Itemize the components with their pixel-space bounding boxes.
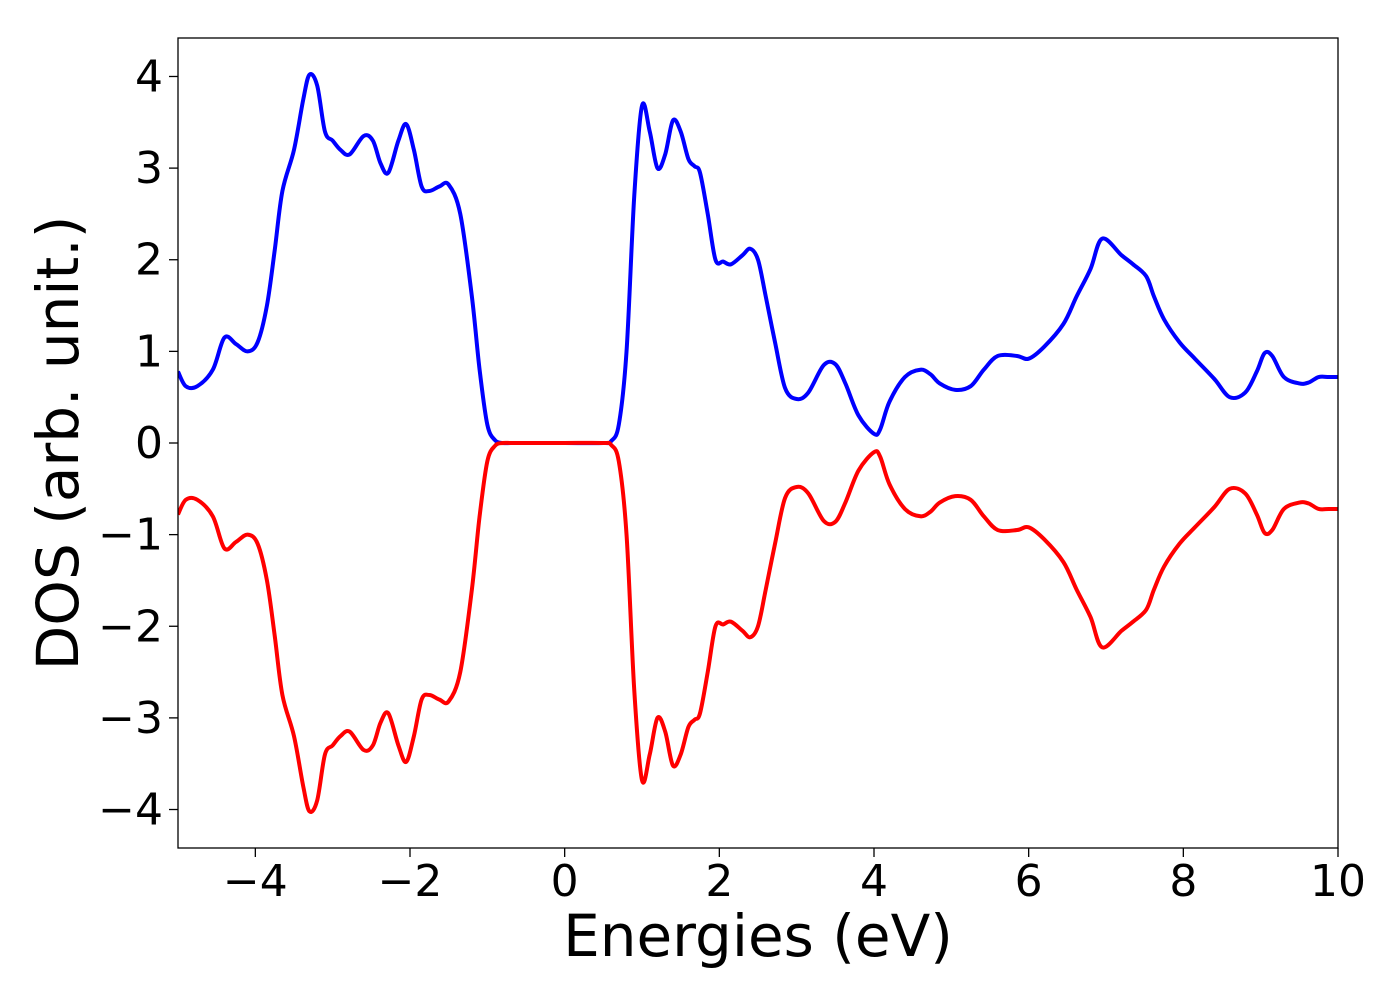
x-tick-label: −4 [223,856,288,907]
x-axis-label: Energies (eV) [563,902,953,970]
y-tick-label: 2 [135,235,163,286]
x-tick-label: 4 [860,856,888,907]
x-tick-label: 0 [551,856,579,907]
y-tick-label: 4 [135,51,163,102]
series-line-1 [178,72,1338,446]
series-line-2 [178,440,1338,814]
x-tick-label: 2 [705,856,733,907]
y-axis-label: DOS (arb. unit.) [24,216,92,671]
y-tick-label: 1 [135,326,163,377]
plot-frame [177,37,1339,849]
y-axis: 4 3 2 1 0 −1 −2 −3 −4 [98,51,178,836]
y-tick-label: −3 [98,693,163,744]
x-tick-label: −2 [378,856,443,907]
y-tick-label: −2 [98,601,163,652]
y-tick-label: 0 [135,418,163,469]
x-tick-label: 10 [1310,856,1366,907]
y-tick-label: 3 [135,143,163,194]
x-tick-label: 8 [1169,856,1197,907]
x-tick-label: 6 [1015,856,1043,907]
series-layer [178,72,1338,814]
y-tick-label: −1 [98,510,163,561]
x-axis: −4 −2 0 2 4 6 8 10 [223,848,1366,907]
y-tick-label: −4 [98,785,163,836]
